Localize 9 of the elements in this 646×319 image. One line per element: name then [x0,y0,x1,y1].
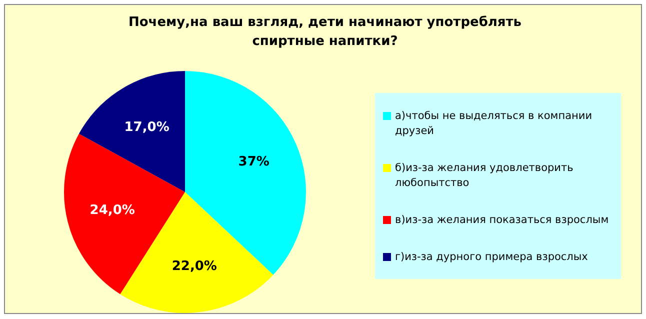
data-label: 37% [238,154,270,170]
legend-label: г)из-за дурного примера взрослых [395,250,588,265]
legend-label: б)из-за желания удовлетворить любопытство [395,161,574,191]
data-label: 22,0% [172,258,217,274]
legend-label: а)чтобы не выделяться в компании друзей [395,109,594,139]
data-label: 24,0% [90,203,135,218]
legend-label: в)из-за желания показаться взрослым [395,213,609,228]
data-label: 17,0% [124,120,170,135]
chart-title: Почему,на ваш взгляд, дети начинают употреблять спиртные напитки? [127,14,523,51]
